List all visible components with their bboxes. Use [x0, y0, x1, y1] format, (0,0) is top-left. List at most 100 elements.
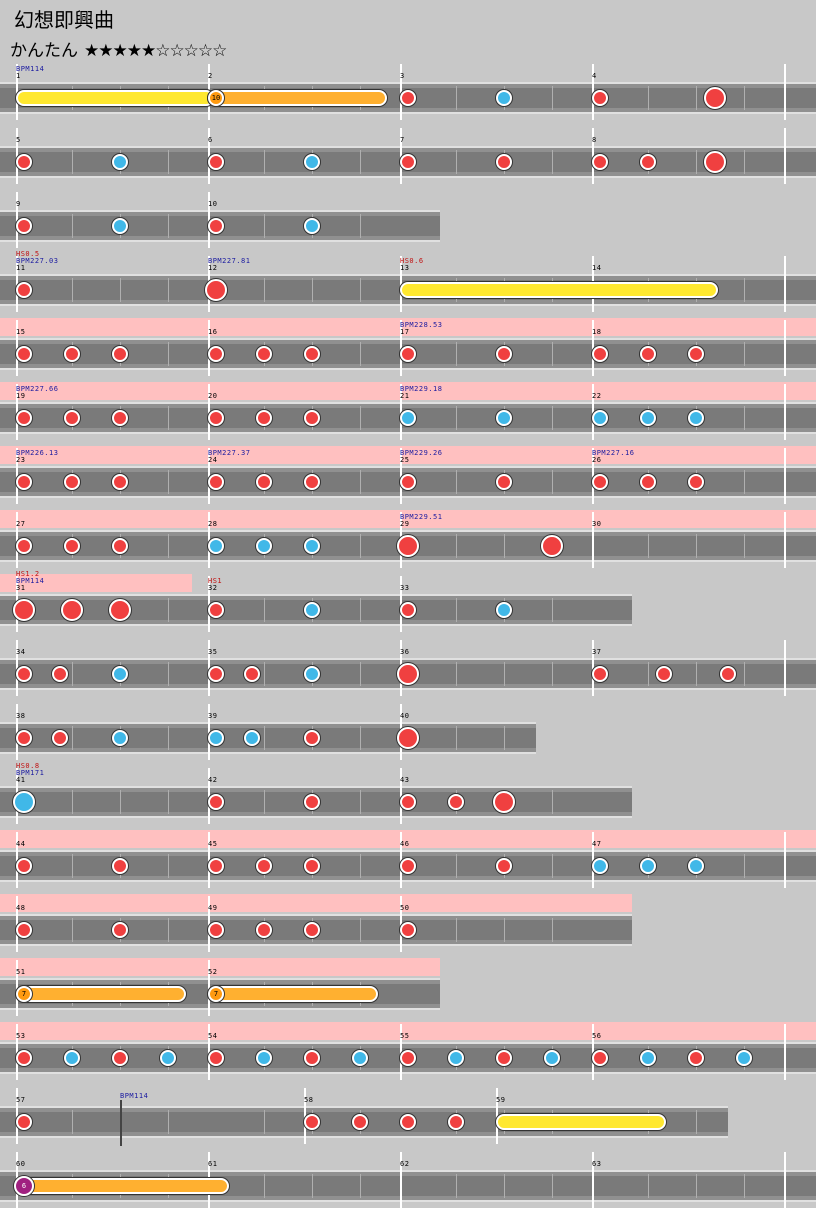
ka-note — [64, 1050, 80, 1066]
beat-line — [168, 278, 169, 302]
don-note — [400, 922, 416, 938]
measure-bar — [784, 320, 786, 376]
don-big-note — [704, 151, 727, 173]
measure-number: 39 — [208, 712, 218, 720]
measure-number: 52 — [208, 968, 218, 976]
bpm-label: BPM114 — [16, 577, 45, 585]
don-note — [64, 474, 80, 490]
measure-number: 55 — [400, 1032, 410, 1040]
don-big-note — [397, 663, 419, 685]
don-big-note — [397, 727, 419, 749]
beat-line — [696, 150, 697, 174]
beat-line — [264, 662, 265, 686]
don-note — [655, 666, 672, 682]
gogo-band — [0, 574, 192, 592]
measure-number: 61 — [208, 1160, 218, 1168]
beat-line — [456, 918, 457, 942]
beat-line — [456, 342, 457, 366]
ka-note — [592, 858, 608, 874]
beat-line — [120, 278, 121, 302]
don-note — [112, 858, 128, 874]
beat-line — [72, 214, 73, 238]
don-note — [256, 410, 272, 426]
ka-big-note — [13, 791, 35, 813]
beat-line — [264, 214, 265, 238]
don-note — [16, 218, 32, 234]
ka-note — [688, 858, 704, 874]
don-note — [16, 666, 32, 682]
don-note — [688, 1050, 704, 1066]
measure-bar — [784, 448, 786, 504]
don-note — [256, 922, 272, 938]
chart-row: 41 BPM171 HS0.8 42 43 — [0, 762, 816, 824]
don-note — [720, 666, 737, 682]
don-note — [400, 346, 416, 362]
beat-line — [72, 726, 73, 750]
don-note — [208, 794, 224, 810]
chart-row: 34 35 36 37 — [0, 638, 816, 696]
don-note — [112, 538, 128, 554]
balloon-roll — [16, 986, 186, 1002]
chart-row: 38 39 40 — [0, 702, 816, 760]
don-note — [592, 474, 608, 490]
measure-number: 48 — [16, 904, 26, 912]
bpm-label: BPM229.18 — [400, 385, 443, 393]
ka-note — [352, 1050, 368, 1066]
chart-row: 51 52 7 7 — [0, 958, 816, 1016]
don-note — [304, 858, 320, 874]
don-note — [304, 730, 320, 746]
don-note — [400, 1114, 416, 1130]
don-big-note — [397, 535, 419, 557]
don-big-note — [205, 279, 227, 301]
chart-row: 53 54 55 56 — [0, 1022, 816, 1080]
beat-line — [360, 1174, 361, 1198]
don-note — [400, 90, 416, 106]
measure-number: 13 — [400, 264, 410, 272]
gogo-band — [0, 1022, 816, 1040]
don-note — [256, 858, 272, 874]
measure-bar — [592, 1152, 594, 1208]
ka-note — [256, 538, 272, 554]
don-note — [304, 1050, 320, 1066]
measure-number: 43 — [400, 776, 410, 784]
beat-line — [264, 726, 265, 750]
measure-bar — [784, 384, 786, 440]
beat-line — [168, 790, 169, 814]
measure-number: 27 — [16, 520, 26, 528]
measure-number: 1 — [16, 72, 21, 80]
beat-line — [456, 470, 457, 494]
chart-row: 60 61 62 63 6 — [0, 1150, 816, 1208]
measure-bar — [784, 256, 786, 312]
don-note — [400, 154, 416, 170]
beat-line — [168, 534, 169, 558]
don-note — [448, 794, 464, 810]
don-note — [304, 474, 320, 490]
ka-note — [400, 410, 416, 426]
measure-number: 9 — [16, 200, 21, 208]
ka-note — [304, 154, 320, 170]
ka-note — [304, 602, 320, 618]
beat-line — [744, 150, 745, 174]
beat-line — [264, 278, 265, 302]
measure-bar — [784, 64, 786, 120]
bpm-label: BPM227.03 — [16, 257, 59, 265]
beat-line — [72, 150, 73, 174]
beat-line — [168, 342, 169, 366]
bpm-label: BPM227.66 — [16, 385, 59, 393]
measure-number: 51 — [16, 968, 26, 976]
measure-number: 17 — [400, 328, 410, 336]
beat-line — [360, 406, 361, 430]
don-note — [208, 922, 224, 938]
measure-number: 36 — [400, 648, 410, 656]
gogo-band — [0, 830, 816, 848]
ka-note — [304, 538, 320, 554]
beat-line — [168, 854, 169, 878]
measure-number: 25 — [400, 456, 410, 464]
measure-number: 35 — [208, 648, 218, 656]
beat-line — [456, 854, 457, 878]
beat-line — [504, 662, 505, 686]
beat-line — [552, 854, 553, 878]
beat-line — [504, 534, 505, 558]
don-note — [352, 1114, 368, 1130]
beat-line — [264, 1110, 265, 1134]
